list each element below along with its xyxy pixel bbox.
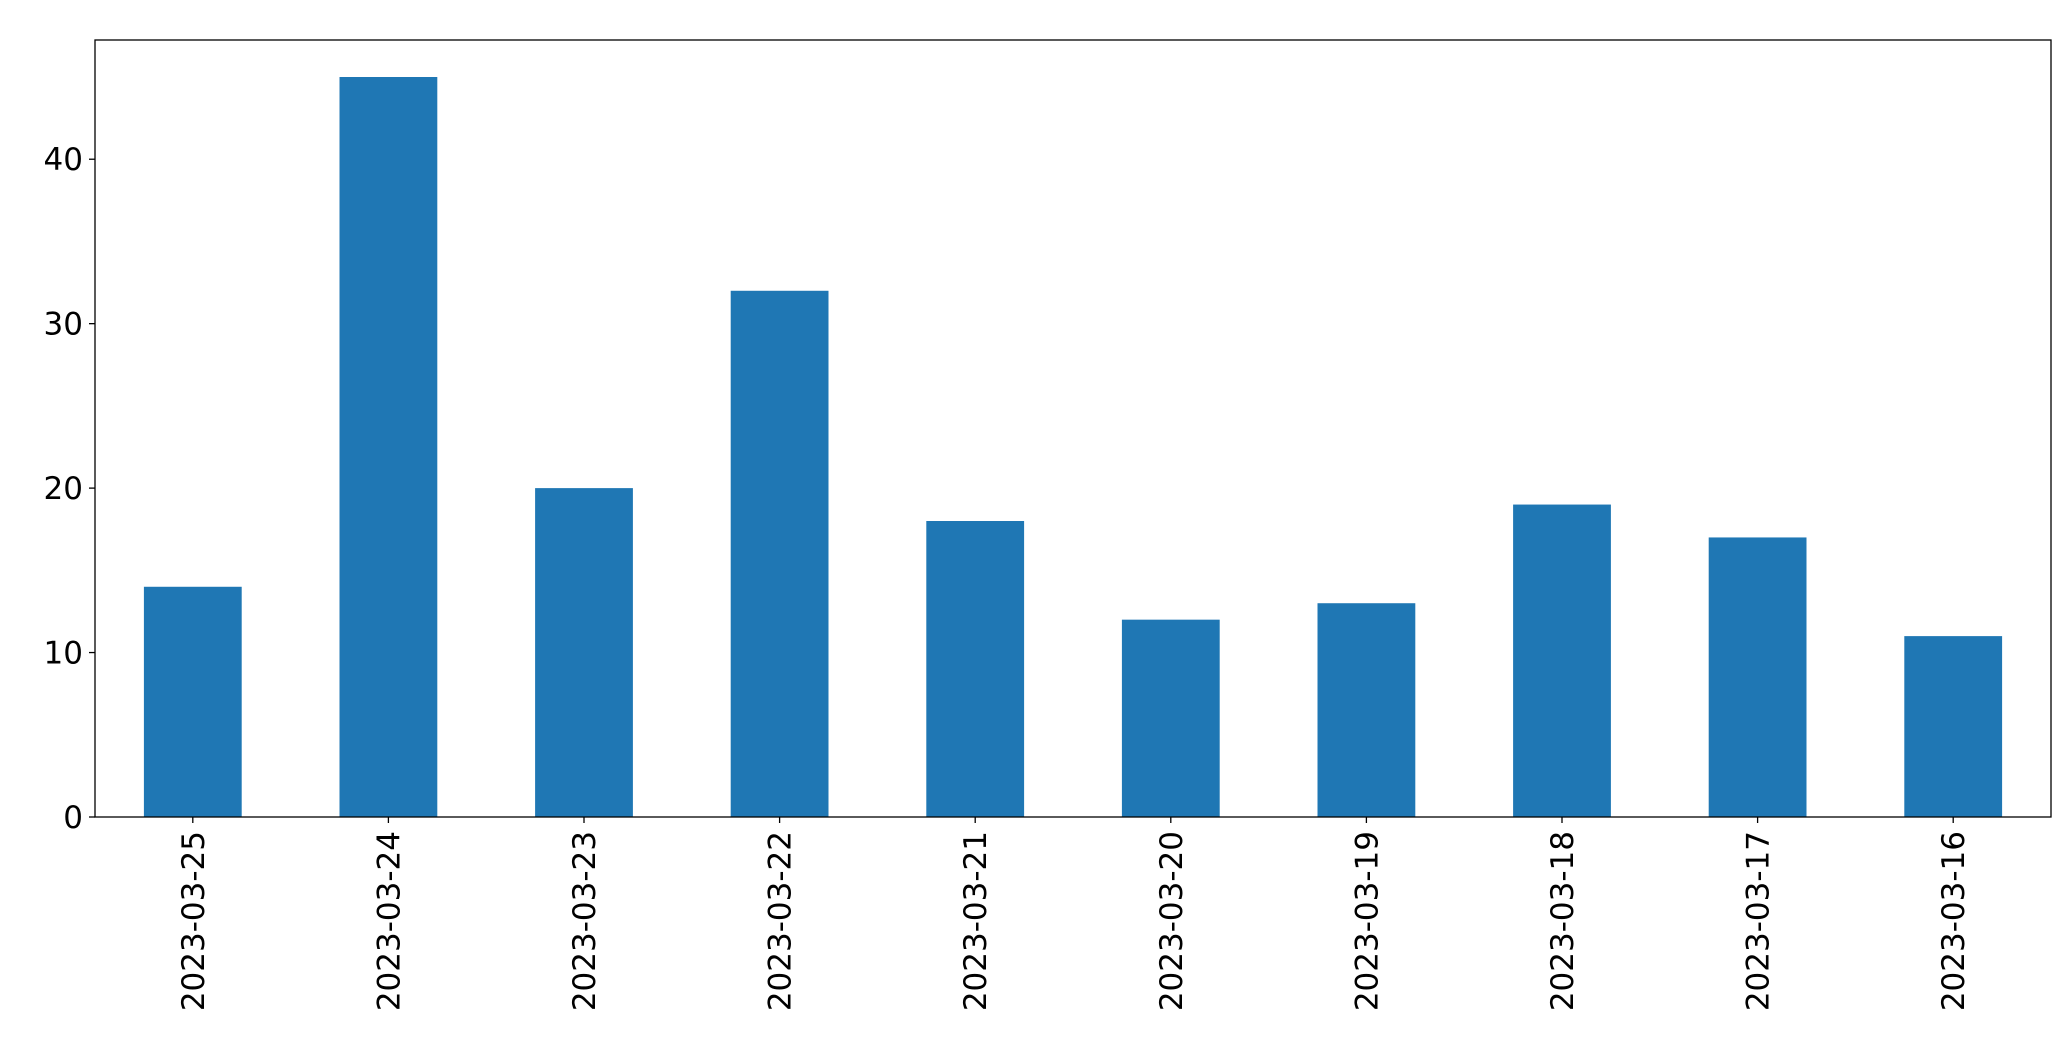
y-tick-label: 30 <box>44 307 83 343</box>
x-tick-label: 2023-03-17 <box>1741 831 1777 1011</box>
x-tick-label: 2023-03-22 <box>763 831 799 1011</box>
bar <box>1121 619 1220 817</box>
bar <box>1708 537 1807 817</box>
bar <box>1904 636 2003 817</box>
x-tick-label: 2023-03-24 <box>371 831 407 1011</box>
y-tick-label: 40 <box>44 142 83 178</box>
x-tick-label: 2023-03-19 <box>1349 831 1385 1011</box>
y-tick-label: 10 <box>44 636 83 672</box>
x-tick-label: 2023-03-23 <box>567 831 603 1011</box>
bar <box>730 290 829 817</box>
bar <box>535 488 633 817</box>
y-tick-label: 20 <box>44 471 83 507</box>
bar <box>339 77 438 817</box>
plot-frame <box>94 39 2052 818</box>
bar <box>926 521 1025 817</box>
bar <box>143 586 242 817</box>
bar <box>1317 603 1416 817</box>
x-tick-label: 2023-03-20 <box>1154 831 1190 1011</box>
x-tick-label: 2023-03-16 <box>1936 831 1972 1011</box>
x-tick-label: 2023-03-21 <box>958 831 994 1011</box>
y-tick-label: 0 <box>63 800 83 836</box>
bar <box>1513 504 1611 817</box>
x-tick-label: 2023-03-25 <box>176 831 212 1011</box>
x-tick-label: 2023-03-18 <box>1545 831 1581 1011</box>
